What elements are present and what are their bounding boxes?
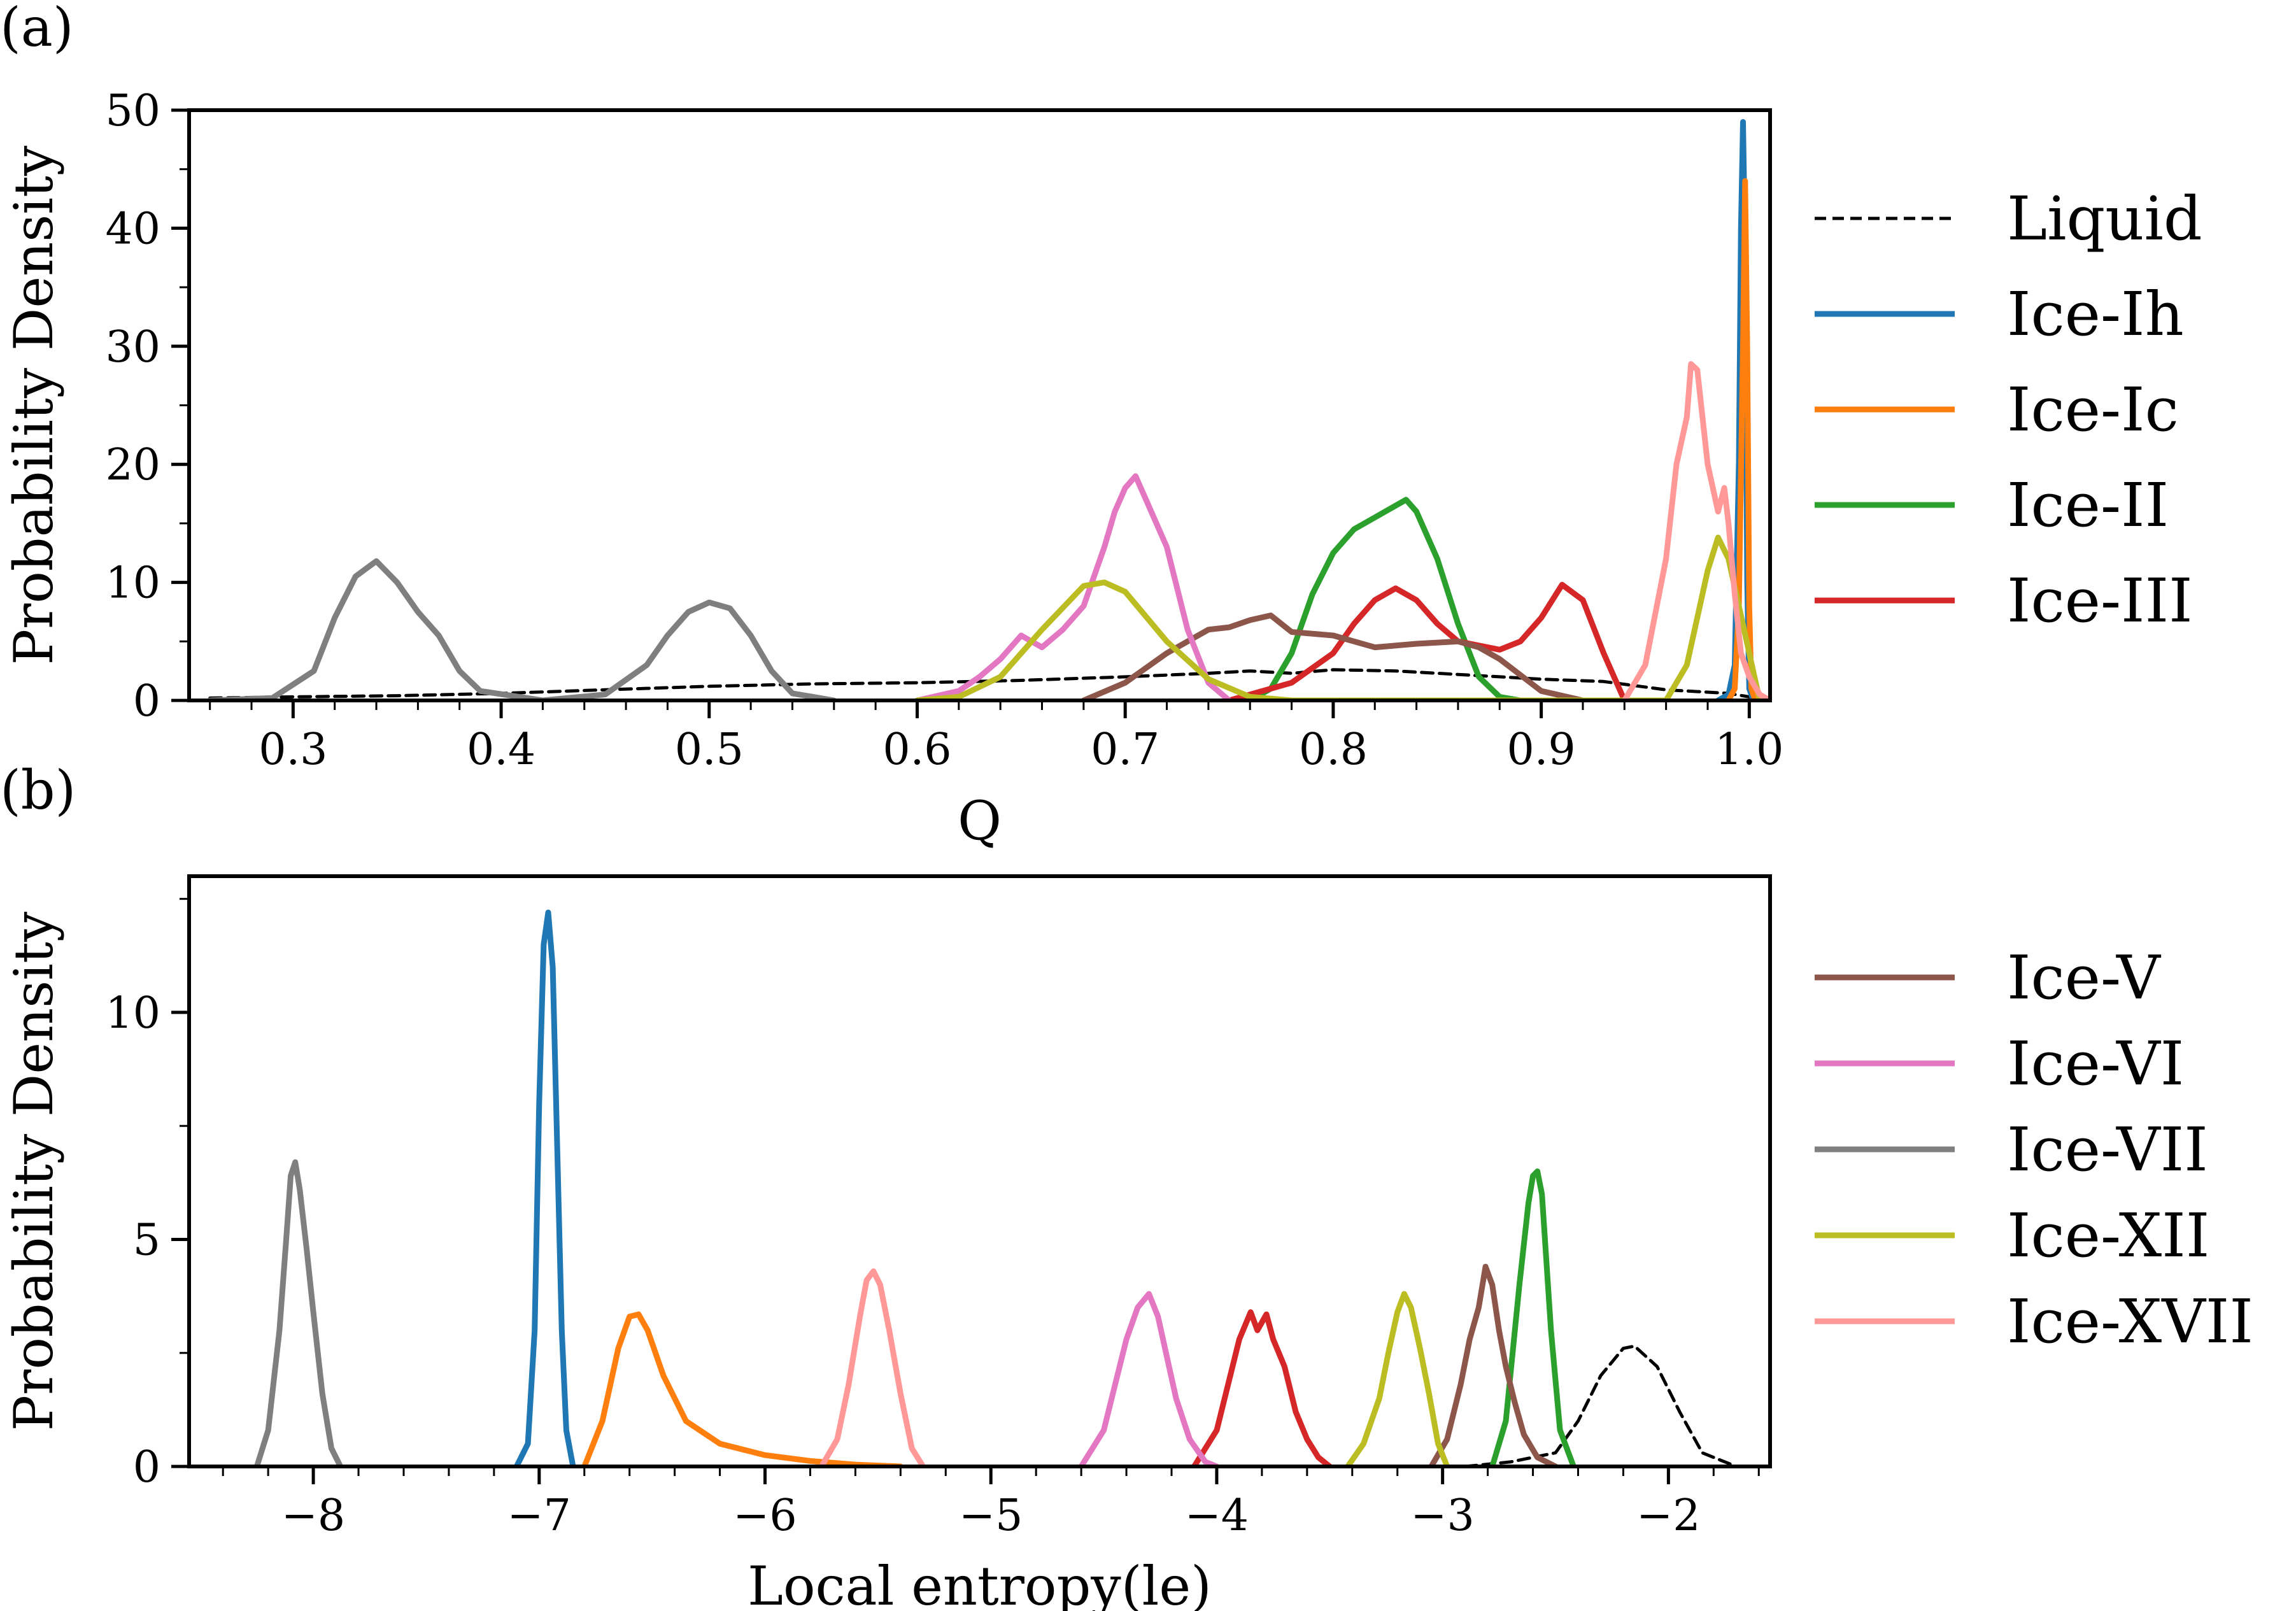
- x-tick-label: −2: [1636, 1491, 1700, 1541]
- legend-label: Ice-V: [2007, 943, 2161, 1013]
- legend: Ice-V Ice-VI Ice-VII Ice-XII Ice-XVII: [1815, 943, 2253, 1357]
- x-tick-label: 0.4: [467, 725, 535, 775]
- y-tick-label: 10: [105, 988, 160, 1039]
- series-line-ice-ih: [513, 909, 576, 1466]
- x-tick-label: 0.9: [1507, 725, 1576, 775]
- x-tick-label: 0.5: [675, 725, 744, 775]
- panel-label-a: (a): [0, 0, 74, 59]
- series-line-ice-ii: [1489, 1168, 1577, 1466]
- series-group: [253, 909, 1738, 1466]
- series-line-ice-xii: [1345, 1291, 1450, 1466]
- y-tick-label: 0: [133, 676, 160, 727]
- legend-label: Ice-XVII: [2007, 1287, 2253, 1357]
- x-tick-label: −8: [281, 1491, 345, 1541]
- series-line-ice-xvii: [1621, 361, 1770, 700]
- x-tick-label: 0.3: [259, 725, 327, 775]
- plot-frame: [187, 108, 1772, 702]
- y-tick-label: 30: [105, 322, 160, 373]
- series-line-ice-vi: [1078, 1291, 1220, 1466]
- series-line-ice-v: [1428, 1263, 1559, 1466]
- x-tick-label: −6: [733, 1491, 797, 1541]
- legend-label: Liquid: [2007, 184, 2202, 254]
- series-line-liquid: [208, 668, 1751, 700]
- legend-label: Ice-XII: [2007, 1201, 2209, 1271]
- y-tick-label: 50: [105, 86, 160, 136]
- series-line-ice-vi: [914, 473, 1233, 700]
- legend-label: Ice-Ih: [2007, 280, 2184, 350]
- series-line-ice-ic: [581, 1311, 904, 1466]
- y-tick-label: 20: [105, 440, 160, 490]
- legend-label: Ice-II: [2007, 471, 2169, 541]
- series-line-ice-xii: [914, 534, 1763, 700]
- y-axis-label: Probability Density: [3, 911, 65, 1431]
- y-axis-label: Probability Density: [3, 145, 65, 665]
- x-tick-label: 0.6: [882, 725, 951, 775]
- series-line-ice-vii: [253, 1159, 344, 1466]
- y-tick-label: 10: [105, 558, 160, 609]
- y-tick-label: 5: [133, 1215, 160, 1265]
- plot-panel-a: 0.3 0.4 0.5 0.6 0.7 0.8 0.9 1.0 0 10 20 30 40 50 Q Prob…: [3, 86, 2202, 852]
- x-tick-label: 0.7: [1091, 725, 1159, 775]
- y-tick-label: 40: [105, 204, 160, 254]
- x-axis-label: Local entropy(le): [748, 1555, 1212, 1611]
- x-tick-label: −5: [959, 1491, 1023, 1541]
- x-tick-label: −4: [1185, 1491, 1249, 1541]
- x-tick-label: −3: [1411, 1491, 1475, 1541]
- x-axis-label: Q: [958, 790, 1002, 852]
- legend-label: Ice-III: [2007, 566, 2193, 636]
- series-line-ice-xvii: [818, 1268, 926, 1466]
- x-tick-label: 1.0: [1715, 725, 1783, 775]
- panel-label-b: (b): [0, 759, 76, 821]
- legend-label: Ice-VI: [2007, 1029, 2184, 1099]
- legend-label: Ice-Ic: [2007, 375, 2179, 445]
- x-tick-label: −7: [507, 1491, 571, 1541]
- legend-label: Ice-VII: [2007, 1115, 2208, 1185]
- series-line-ice-iii: [1191, 1309, 1333, 1466]
- y-tick-label: 0: [133, 1442, 160, 1493]
- series-group: [207, 119, 1770, 700]
- plot-panel-b: −8 −7 −6 −5 −4 −3 −2 0 5 10 Local entropy(le) Proba…: [3, 874, 2253, 1611]
- series-line-ice-vii: [207, 558, 837, 700]
- plot-frame: [187, 874, 1772, 1468]
- series-line-ice-v: [1081, 613, 1586, 700]
- x-tick-label: 0.8: [1299, 725, 1368, 775]
- legend: Liquid Ice-Ih Ice-Ic Ice-II Ice-III: [1815, 184, 2202, 636]
